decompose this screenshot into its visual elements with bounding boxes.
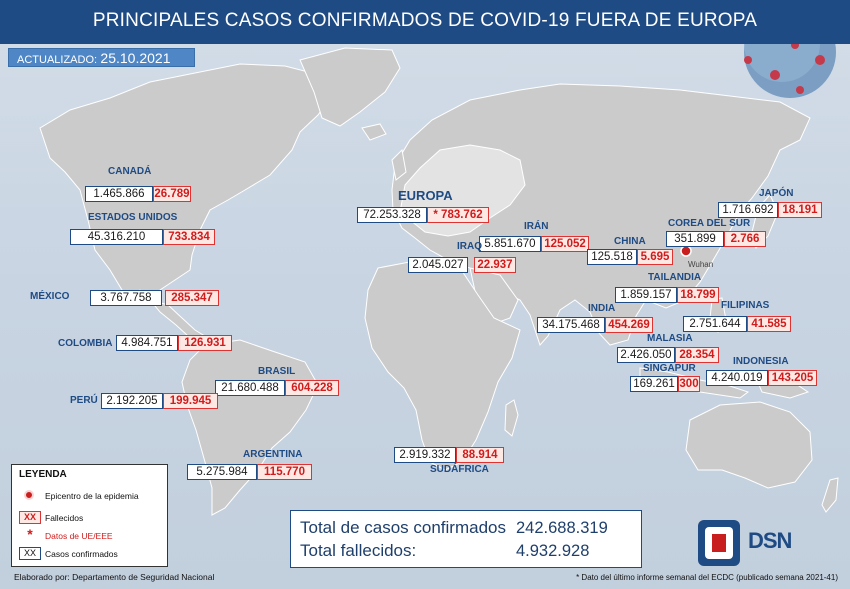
- confirmed-box-india: 34.175.468: [537, 317, 605, 333]
- deaths-box-china: 5.695: [637, 249, 673, 265]
- deaths-box-mexico: 285.347: [165, 290, 219, 306]
- wuhan-label: Wuhan: [688, 260, 714, 269]
- deaths-box-sudafrica: 88.914: [456, 447, 504, 463]
- total-confirmed-value: 242.688.319: [516, 519, 608, 537]
- country-name-argentina: ARGENTINA: [243, 449, 303, 460]
- deaths-box-estados-unidos: 733.834: [163, 229, 215, 245]
- country-name-colombia: COLOMBIA: [58, 338, 113, 349]
- country-name-japon: JAPÓN: [759, 188, 794, 199]
- confirmed-box-iran: 5.851.670: [479, 236, 541, 252]
- updated-label: ACTUALIZADO:: [17, 54, 98, 66]
- total-deaths-label: Total fallecidos:: [300, 541, 417, 560]
- confirmed-box-malasia: 2.426.050: [617, 347, 675, 363]
- deaths-box-brasil: 604.228: [285, 380, 339, 396]
- legend-epicenter-icon: [24, 490, 34, 500]
- country-name-corea-del-sur: COREA DEL SUR: [668, 218, 751, 229]
- totals-panel: Total de casos confirmados 242.688.319 T…: [290, 510, 642, 568]
- land-iceland: [361, 123, 387, 141]
- deaths-box-iraq: 22.937: [474, 257, 516, 273]
- confirmed-box-mexico: 3.767.758: [90, 290, 162, 306]
- deaths-box-argentina: 115.770: [257, 464, 312, 480]
- confirmed-box-indonesia: 4.240.019: [706, 370, 768, 386]
- footer-note: * Dato del último informe semanal del EC…: [576, 573, 838, 582]
- land-greenland: [299, 47, 401, 127]
- country-name-filipinas: FILIPINAS: [721, 300, 770, 311]
- country-name-indonesia: INDONESIA: [733, 356, 789, 367]
- confirmed-box-filipinas: 2.751.644: [683, 316, 747, 332]
- country-name-mexico: MÉXICO: [30, 291, 70, 302]
- deaths-box-colombia: 126.931: [178, 335, 232, 351]
- land-uk: [391, 148, 407, 181]
- country-name-malasia: MALASIA: [647, 333, 693, 344]
- deaths-box-indonesia: 143.205: [768, 370, 817, 386]
- country-name-tailandia: TAILANDIA: [648, 272, 702, 283]
- page-title: PRINCIPALES CASOS CONFIRMADOS DE COVID-1…: [92, 10, 758, 31]
- country-name-peru: PERÚ: [70, 395, 98, 406]
- confirmed-box-singapur: 169.261: [630, 376, 678, 392]
- confirmed-box-colombia: 4.984.751: [116, 335, 178, 351]
- country-name-sudafrica: SUDÁFRICA: [430, 464, 489, 475]
- wuhan-epicenter-marker: [680, 245, 692, 257]
- deaths-box-japon: 18.191: [778, 202, 822, 218]
- land-south-america: [181, 339, 319, 516]
- deaths-box-europa: * 783.762: [427, 207, 489, 223]
- header-bar: PRINCIPALES CASOS CONFIRMADOS DE COVID-1…: [0, 0, 850, 44]
- country-name-brasil: BRASIL: [258, 366, 296, 377]
- legend: LEYENDA Epicentro de la epidemia XX Fall…: [11, 464, 168, 567]
- deaths-box-canada: 26.789: [153, 186, 191, 202]
- confirmed-box-corea-del-sur: 351.899: [666, 231, 724, 247]
- confirmed-box-europa: 72.253.328: [357, 207, 427, 223]
- land-australia: [685, 401, 813, 489]
- confirmed-box-china: 125.518: [587, 249, 637, 265]
- legend-eu-label: Datos de UE/EEE: [45, 531, 113, 541]
- footer-credit: Elaborado por: Departamento de Seguridad…: [14, 572, 215, 582]
- country-name-iran: IRÁN: [524, 221, 549, 232]
- total-confirmed-label: Total de casos confirmados: [300, 518, 506, 537]
- country-name-iraq: IRAQ: [457, 241, 482, 252]
- confirmed-box-iraq: 2.045.027: [408, 257, 468, 273]
- country-name-singapur: SINGAPUR: [643, 363, 696, 374]
- country-name-india: INDIA: [588, 303, 616, 314]
- confirmed-box-peru: 2.192.205: [101, 393, 163, 409]
- legend-title: LEYENDA: [19, 469, 67, 480]
- legend-deaths-label: Fallecidos: [45, 513, 84, 523]
- legend-confirmed-label: Casos confirmados: [45, 549, 118, 559]
- deaths-box-india: 454.269: [605, 317, 653, 333]
- deaths-box-filipinas: 41.585: [747, 316, 791, 332]
- confirmed-box-argentina: 5.275.984: [187, 464, 257, 480]
- deaths-box-tailandia: 18.799: [677, 287, 719, 303]
- dsn-seal: [698, 520, 740, 566]
- legend-confirmed-symbol: XX: [19, 547, 41, 560]
- confirmed-box-estados-unidos: 45.316.210: [70, 229, 163, 245]
- legend-deaths-symbol: XX: [19, 511, 41, 524]
- country-name-canada: CANADÁ: [108, 166, 152, 177]
- total-deaths-value: 4.932.928: [516, 542, 590, 560]
- land-madagascar: [504, 399, 519, 437]
- deaths-box-singapur: 300: [678, 376, 700, 392]
- updated-date: 25.10.2021: [100, 50, 171, 66]
- country-name-europa: EUROPA: [398, 188, 453, 203]
- deaths-box-peru: 199.945: [163, 393, 218, 409]
- legend-epicenter-label: Epicentro de la epidemia: [45, 491, 139, 501]
- confirmed-box-japon: 1.716.692: [718, 202, 778, 218]
- confirmed-box-tailandia: 1.859.157: [615, 287, 677, 303]
- country-name-china: CHINA: [614, 236, 646, 247]
- country-name-estados-unidos: ESTADOS UNIDOS: [88, 212, 178, 223]
- deaths-box-iran: 125.052: [541, 236, 589, 252]
- legend-eu-symbol: *: [27, 526, 33, 542]
- dsn-logo-text: DSN: [748, 528, 792, 553]
- confirmed-box-canada: 1.465.866: [85, 186, 153, 202]
- confirmed-box-sudafrica: 2.919.332: [394, 447, 456, 463]
- deaths-box-corea-del-sur: 2.766: [724, 231, 766, 247]
- land-north-america: [39, 63, 333, 301]
- confirmed-box-brasil: 21.680.488: [215, 380, 285, 396]
- deaths-box-malasia: 28.354: [675, 347, 719, 363]
- updated-badge: ACTUALIZADO: 25.10.2021: [8, 48, 195, 67]
- land-new-zealand: [821, 477, 839, 513]
